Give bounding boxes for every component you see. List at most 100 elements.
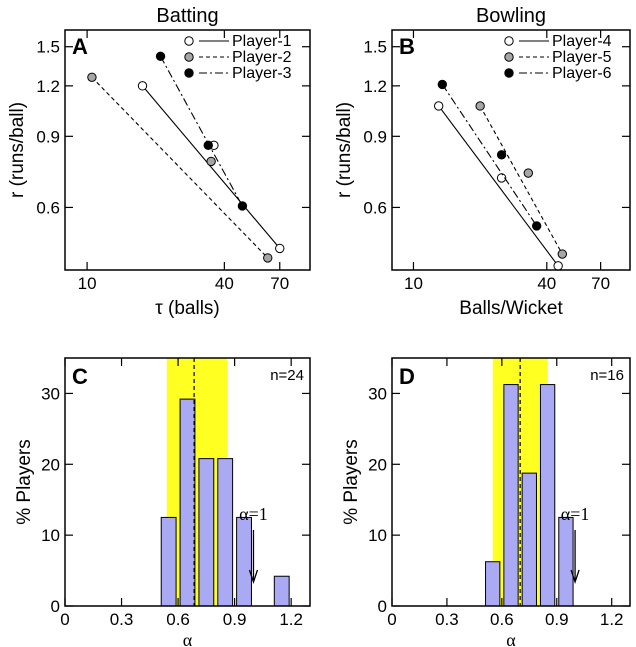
y-tick-label: 30	[368, 384, 387, 403]
alpha-arrow-label: α=1	[239, 504, 268, 524]
fit-line-player-4	[438, 105, 559, 267]
legend-label: Player-5	[552, 49, 612, 66]
plot-frame	[391, 29, 631, 271]
plot-frame	[64, 357, 311, 607]
fit-line-player-1	[142, 85, 281, 249]
y-tick-label: 0.6	[363, 198, 387, 217]
sample-count: n=16	[590, 367, 624, 384]
data-point-player-4	[433, 101, 444, 111]
x-tick-label: 40	[215, 274, 234, 293]
fit-line-player-5	[479, 105, 563, 255]
histogram-bar	[236, 516, 252, 607]
data-point-player-2	[206, 156, 216, 167]
panel-letter: D	[399, 364, 415, 389]
y-tick-label: 0	[378, 597, 387, 616]
alpha-arrow-label: α=1	[561, 504, 590, 524]
panel-letter: C	[72, 364, 88, 389]
legend-marker	[504, 36, 514, 46]
y-tick-label: 10	[368, 526, 387, 545]
histogram-bar	[217, 458, 234, 607]
x-tick-label: 0.9	[223, 610, 247, 629]
y-tick-label: 1.5	[363, 38, 387, 57]
histogram-bar	[503, 384, 519, 607]
histogram-bar	[179, 398, 196, 607]
y-tick-label: 0.9	[36, 127, 60, 146]
data-point-player-6	[437, 79, 448, 90]
y-axis-label: r (runs/ball)	[334, 102, 355, 198]
std-band	[166, 358, 228, 606]
data-point-player-5	[523, 168, 533, 178]
data-point-player-6	[531, 221, 542, 231]
y-tick-label: 0.6	[36, 198, 60, 217]
sample-count: n=24	[270, 367, 304, 384]
histogram-bar	[521, 472, 537, 607]
x-axis-label: Balls/Wicket	[459, 298, 563, 319]
legend-label: Player-4	[552, 33, 612, 50]
panel-title: Batting	[156, 5, 218, 27]
data-point-player-3	[203, 140, 213, 151]
legend-label: Player-3	[232, 65, 292, 82]
data-point-player-2	[263, 253, 273, 263]
data-point-player-5	[557, 249, 568, 259]
x-tick-label: 1.2	[600, 610, 624, 629]
x-axis-label: α	[183, 630, 193, 647]
data-point-player-1	[137, 81, 148, 91]
histogram-bar	[558, 516, 574, 607]
x-tick-label: 0	[387, 610, 396, 629]
x-tick-label: 70	[270, 274, 289, 293]
data-point-player-6	[496, 150, 507, 160]
alpha-arrow-head	[248, 569, 259, 585]
y-tick-label: 0.9	[363, 127, 387, 146]
y-tick-label: 20	[41, 455, 60, 474]
x-tick-label: 1.2	[279, 610, 303, 629]
data-point-player-1	[275, 243, 285, 254]
fit-line-player-6	[441, 84, 538, 227]
panel-title: Bowling	[476, 5, 546, 27]
fit-line-player-3	[160, 56, 243, 207]
y-axis-label: % Players	[341, 439, 362, 525]
y-tick-label: 1.5	[36, 38, 60, 57]
y-tick-label: 30	[41, 384, 60, 403]
x-tick-label: 0.6	[166, 610, 190, 629]
panel-letter: A	[72, 34, 88, 59]
y-tick-label: 1.2	[36, 77, 60, 96]
histogram-bar	[539, 384, 556, 607]
x-tick-label: 0.6	[490, 610, 514, 629]
legend-marker	[184, 36, 194, 46]
x-tick-label: 0	[60, 610, 69, 629]
data-point-player-3	[155, 51, 166, 62]
fit-line-player-2	[91, 76, 269, 259]
x-tick-label: 10	[404, 274, 423, 293]
alpha-arrow-head	[570, 569, 580, 585]
plot-frame	[391, 357, 631, 607]
plot-frame	[64, 29, 311, 271]
histogram-bar	[198, 458, 215, 607]
x-tick-label: 70	[591, 274, 610, 293]
x-tick-label: 0.9	[545, 610, 569, 629]
legend-label: Player-2	[232, 49, 292, 66]
y-tick-label: 1.2	[363, 77, 387, 96]
legend-label: Player-1	[232, 33, 292, 50]
y-tick-label: 0	[51, 597, 60, 616]
x-tick-label: 40	[537, 274, 556, 293]
histogram-bar	[160, 516, 177, 607]
x-axis-label: τ (balls)	[155, 298, 220, 319]
y-tick-label: 20	[368, 455, 387, 474]
x-axis-label: α	[506, 630, 516, 647]
y-axis-label: r (runs/ball)	[7, 102, 28, 198]
y-tick-label: 10	[41, 526, 60, 545]
legend-marker	[184, 68, 194, 78]
panel-letter: B	[399, 34, 415, 59]
y-axis-label: % Players	[14, 439, 35, 525]
data-point-player-5	[475, 101, 485, 111]
histogram-bar	[485, 561, 501, 607]
x-tick-label: 10	[78, 274, 97, 293]
legend-marker	[184, 52, 194, 62]
legend-marker	[504, 52, 514, 62]
legend-label: Player-6	[552, 65, 612, 82]
x-tick-label: 0.3	[110, 610, 134, 629]
data-point-player-4	[553, 261, 563, 271]
data-point-player-2	[87, 72, 97, 82]
x-tick-label: 0.3	[435, 610, 459, 629]
